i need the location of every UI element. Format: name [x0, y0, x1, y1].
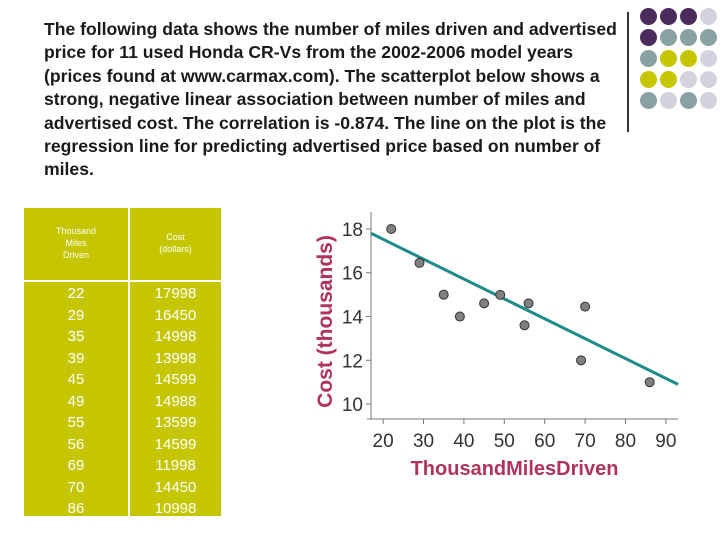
axes-group — [367, 212, 678, 420]
points-group — [386, 223, 655, 388]
data-point — [495, 289, 506, 300]
miles-cell: 45 — [67, 371, 85, 388]
decorative-dot — [700, 71, 717, 88]
x-axis-label: ThousandMilesDriven — [411, 458, 619, 480]
cost-cell: 14998 — [154, 328, 197, 345]
decorative-dot — [680, 50, 697, 67]
cost-cell: 11998 — [155, 457, 196, 474]
cost-column-header: Cost (dollars) — [159, 232, 192, 254]
miles-column-header: Thousand Miles Driven — [55, 226, 97, 260]
cost-cell: 13998 — [154, 349, 197, 367]
data-point — [519, 320, 530, 331]
miles-cell: 35 — [67, 328, 85, 345]
decorative-dot — [660, 29, 677, 46]
column-divider — [128, 208, 130, 516]
intro-paragraph: The following data shows the number of m… — [44, 19, 617, 180]
header-divider — [627, 12, 629, 132]
decorative-dot — [640, 8, 657, 25]
data-point — [454, 311, 465, 322]
x-tick-label: 30 — [413, 431, 434, 452]
data-point — [580, 301, 591, 312]
decorative-dot — [640, 50, 657, 67]
decorative-dot — [640, 71, 657, 88]
cost-cell: 14988 — [154, 392, 197, 410]
x-tick-label: 20 — [373, 431, 394, 452]
miles-cell: 22 — [67, 285, 85, 302]
miles-cell: 55 — [67, 414, 85, 431]
y-axis-label: Cost (thousands) — [314, 235, 337, 408]
decorative-dot — [680, 8, 697, 25]
decorative-dot-grid — [640, 8, 720, 126]
cost-cell: 13599 — [154, 414, 197, 431]
x-tick-label: 70 — [575, 431, 596, 452]
x-tick-label: 90 — [655, 431, 676, 452]
data-point — [414, 257, 425, 268]
miles-cell: 69 — [67, 457, 85, 474]
y-tick-label: 12 — [342, 351, 363, 372]
decorative-dot — [660, 92, 677, 109]
decorative-dot — [680, 29, 697, 46]
decorative-dot — [700, 92, 717, 109]
miles-cell: 86 — [67, 500, 85, 517]
regression-line — [370, 231, 679, 386]
y-tick-label: 18 — [342, 220, 363, 241]
data-point — [386, 223, 397, 234]
decorative-dot — [640, 92, 657, 109]
decorative-dot — [700, 8, 717, 25]
decorative-dot — [640, 29, 657, 46]
x-tick-label: 50 — [494, 431, 515, 452]
ticks-group: 10 12 14 16 18 20 30 40 50 60 70 80 90 — [342, 220, 677, 452]
x-tick-label: 40 — [453, 431, 474, 452]
x-tick-label: 60 — [534, 431, 555, 452]
data-table: Thousand Miles Driven Cost (dollars) 22 1… — [24, 208, 221, 517]
miles-cell: 56 — [67, 435, 85, 453]
data-point — [644, 377, 655, 388]
miles-cell: 39 — [67, 349, 85, 367]
cost-cell: 10998 — [154, 500, 197, 517]
decorative-dot — [660, 50, 677, 67]
y-tick-label: 16 — [342, 264, 363, 285]
decorative-dot — [660, 8, 677, 25]
cost-cell: 14599 — [154, 371, 197, 388]
miles-cell: 49 — [67, 392, 85, 410]
decorative-dot — [680, 92, 697, 109]
cost-cell: 14450 — [154, 478, 197, 496]
scatterplot: 10 12 14 16 18 20 30 40 50 60 70 80 90 ThousandMiles… — [314, 212, 679, 480]
decorative-dot — [660, 71, 677, 88]
data-point — [438, 289, 449, 300]
cost-cell: 16450 — [154, 306, 197, 324]
cost-cell: 14599 — [154, 435, 197, 453]
y-tick-label: 10 — [342, 395, 363, 416]
cost-cell: 17998 — [154, 285, 197, 302]
miles-cell: 70 — [67, 478, 85, 496]
decorative-dot — [680, 71, 697, 88]
data-point — [479, 298, 490, 309]
data-point — [523, 298, 534, 309]
x-tick-label: 80 — [615, 431, 636, 452]
decorative-dot — [700, 50, 717, 67]
miles-cell: 29 — [67, 306, 85, 324]
decorative-dot — [700, 29, 717, 46]
y-tick-label: 14 — [342, 308, 364, 329]
header-divider-line — [24, 280, 221, 282]
data-point — [576, 355, 587, 366]
